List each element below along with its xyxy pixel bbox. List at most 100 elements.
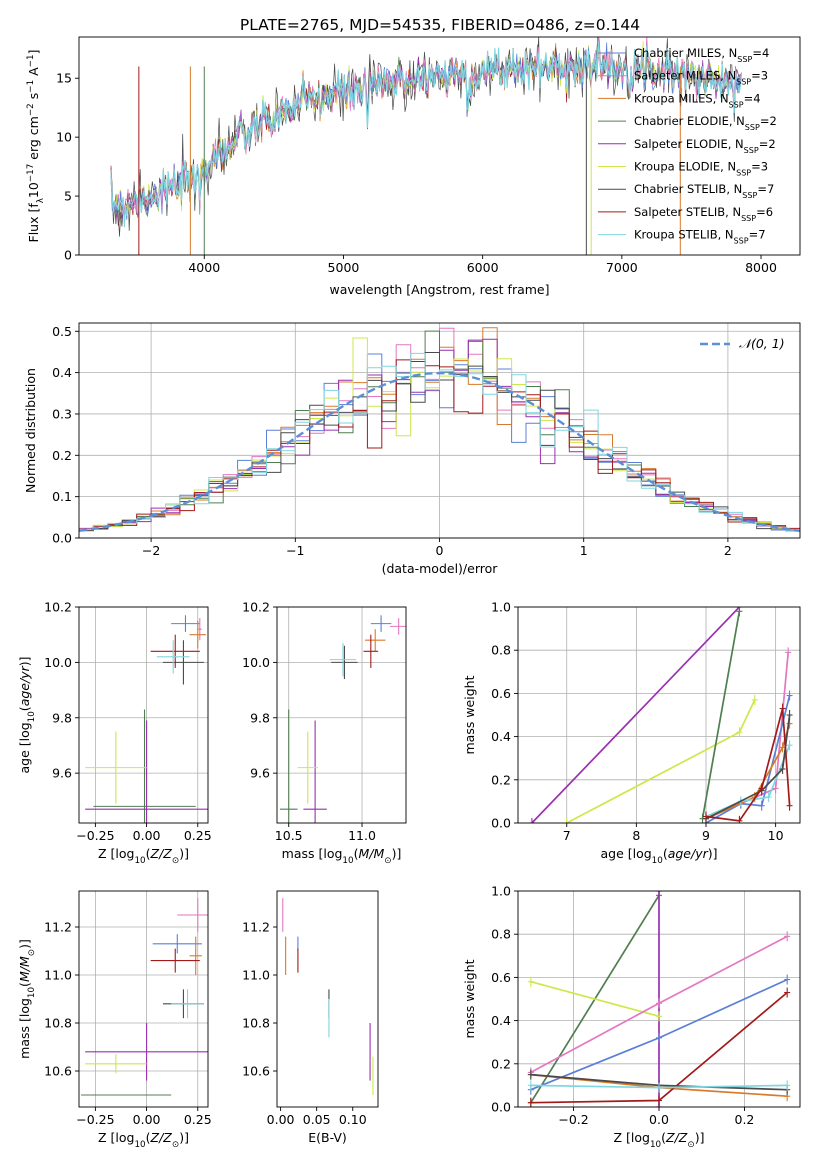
y-tick-label: 10.8 — [44, 1016, 72, 1031]
x-axis-label: wavelength [Angstrom, rest frame] — [329, 282, 549, 297]
y-axis-label: Flux [fλ10−17 erg cm−2 s−1 A−1] — [26, 50, 46, 243]
x-tick-label: −0.2 — [558, 1112, 588, 1127]
spectrum-panel: 4000 5000 6000 7000 8000 0 5 10 15 wavelength [An… — [26, 36, 801, 297]
y-axis-label: Normed distribution — [23, 368, 38, 493]
y-tick-label: 0.3 — [52, 406, 72, 421]
y-axis-label: mass weight — [462, 959, 477, 1038]
age-vs-mass-panel: 10.5 11.0 9.6 9.8 10.0 10.2 mass [log10(M/M⊙)] — [242, 600, 407, 866]
x-tick-label: 0.00 — [267, 1112, 295, 1127]
x-tick-label: 11.0 — [348, 828, 376, 843]
weight-line-kroupa-elodie — [530, 980, 660, 1018]
axes-frame — [517, 890, 801, 1108]
y-tick-label: 9.6 — [250, 766, 270, 781]
x-tick-label: 0.2 — [735, 1112, 755, 1127]
residuals-histogram-panel: −2 −1 0 1 2 0.0 0.1 0.2 0.3 0.4 0.5 𝒩(0, 1) (data-mo… — [23, 322, 801, 576]
x-tick-label: −0.25 — [76, 828, 114, 843]
x-axis-label: mass [log10(M/M⊙)] — [282, 846, 402, 866]
x-tick-label: 4000 — [188, 260, 220, 275]
x-tick-label: −0.25 — [76, 1112, 114, 1127]
figure-title: PLATE=2765, MJD=54535, FIBERID=0486, z=0… — [240, 16, 640, 34]
x-tick-label: 1 — [580, 543, 588, 558]
mass-vs-ebv-panel: 0.00 0.05 0.10 10.6 10.8 11.0 11.2 E(B-V) — [242, 890, 379, 1145]
y-tick-label: 0.0 — [491, 1100, 511, 1115]
x-tick-label: 0.25 — [184, 1112, 212, 1127]
y-tick-label: 0.2 — [491, 772, 511, 787]
axes-frame — [78, 890, 209, 1108]
y-tick-label: 0.1 — [52, 489, 72, 504]
y-tick-label: 0.6 — [491, 686, 511, 701]
y-axis-label: mass [log10(M/M⊙)] — [17, 939, 37, 1059]
x-tick-label: 5000 — [328, 260, 360, 275]
plot-area — [282, 898, 374, 1095]
legend-entry: Kroupa MILES, NSSP=4 — [634, 91, 761, 109]
x-tick-label: 8000 — [745, 260, 777, 275]
spectrum-line-kroupa-stelib — [110, 41, 743, 228]
y-tick-label: 1.0 — [491, 600, 511, 615]
y-tick-label: 11.0 — [44, 968, 72, 983]
y-tick-label: 11.2 — [44, 920, 72, 935]
legend-entry: Salpeter MILES, NSSP=3 — [634, 69, 768, 87]
y-tick-label: 10.2 — [242, 600, 270, 615]
legend-entry: Chabrier ELODIE, NSSP=2 — [634, 114, 777, 132]
plot-area — [110, 37, 743, 255]
x-tick-label: 8 — [632, 828, 640, 843]
y-tick-label: 0.4 — [491, 729, 511, 744]
axes-frame — [517, 606, 801, 824]
x-axis-label: E(B-V) — [308, 1130, 347, 1145]
x-tick-label: 7000 — [606, 260, 638, 275]
y-tick-label: 9.6 — [52, 766, 72, 781]
axes-frame — [276, 606, 407, 824]
x-tick-label: 0.25 — [184, 828, 212, 843]
legend-entry: Chabrier STELIB, NSSP=7 — [634, 182, 774, 200]
y-tick-label: 0.6 — [491, 970, 511, 985]
y-tick-label: 0.8 — [491, 927, 511, 942]
y-tick-label: 10.2 — [44, 600, 72, 615]
y-tick-label: 10.0 — [242, 655, 270, 670]
y-tick-label: 0.4 — [491, 1013, 511, 1028]
y-tick-label: 10.8 — [242, 1016, 270, 1031]
plot-area — [528, 607, 793, 823]
x-tick-label: 0.0 — [649, 1112, 669, 1127]
x-tick-label: 7 — [563, 828, 571, 843]
x-axis-label: (data-model)/error — [382, 561, 499, 576]
x-tick-label: 0.00 — [133, 828, 161, 843]
y-tick-label: 10.6 — [242, 1064, 270, 1079]
y-tick-label: 11.0 — [242, 968, 270, 983]
axes-frame — [78, 606, 209, 824]
weight-line-chabrier-stelib — [705, 714, 791, 820]
x-tick-label: −2 — [142, 543, 160, 558]
y-tick-label: 10.6 — [44, 1064, 72, 1079]
y-tick-label: 1.0 — [491, 884, 511, 899]
y-tick-label: 10.0 — [44, 655, 72, 670]
x-tick-label: 10.5 — [275, 828, 303, 843]
legend-entry: Kroupa STELIB, NSSP=7 — [634, 228, 766, 246]
legend-entry: 𝒩(0, 1) — [739, 336, 785, 351]
x-tick-label: −1 — [286, 543, 304, 558]
y-tick-label: 10 — [56, 130, 72, 145]
legend-entry: Salpeter ELODIE, NSSP=2 — [634, 137, 776, 155]
y-tick-label: 0.0 — [52, 531, 72, 546]
gaussian-curve — [79, 371, 800, 532]
axes-frame — [78, 322, 801, 539]
x-tick-label: 0 — [436, 543, 444, 558]
y-tick-label: 15 — [56, 71, 72, 86]
y-tick-label: 9.8 — [52, 710, 72, 725]
plot-area — [279, 615, 406, 823]
plot-area — [81, 898, 208, 1096]
x-axis-label: age [log10(age/yr)] — [600, 846, 717, 866]
x-axis-label: Z [log10(Z/Z⊙)] — [614, 1130, 705, 1150]
spectrum-line-salpeter-miles — [110, 37, 742, 214]
legend-entry: Kroupa ELODIE, NSSP=3 — [634, 160, 768, 178]
y-tick-label: 0 — [64, 248, 72, 263]
x-tick-label: 2 — [724, 543, 732, 558]
y-tick-label: 5 — [64, 189, 72, 204]
y-tick-label: 9.8 — [250, 710, 270, 725]
y-tick-label: 0.5 — [52, 324, 72, 339]
legend-entry: Chabrier MILES, NSSP=4 — [634, 46, 769, 64]
y-axis-label: mass weight — [462, 675, 477, 754]
x-axis-label: Z [log10(Z/Z⊙)] — [98, 1130, 189, 1150]
weight-line-salpeter-elodie — [531, 607, 741, 823]
y-tick-label: 0.8 — [491, 643, 511, 658]
axes-frame — [276, 890, 379, 1108]
age-vs-metallicity-panel: −0.25 0.00 0.25 9.6 9.8 10.0 10.2 Z [log10(Z/Z⊙… — [17, 600, 212, 867]
